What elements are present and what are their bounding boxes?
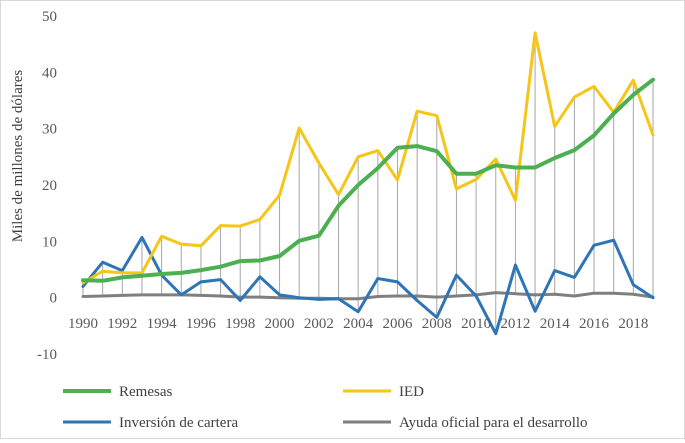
x-tick-label: 2004 <box>343 316 374 332</box>
y-tick-label: 40 <box>42 65 57 81</box>
legend-label: Ayuda oficial para el desarrollo <box>399 415 588 431</box>
y-tick-label: 10 <box>42 234 57 250</box>
y-tick-label: 20 <box>42 178 57 194</box>
x-tick-label: 1998 <box>225 316 255 332</box>
legend-label: IED <box>399 384 424 400</box>
x-tick-label: 2002 <box>304 316 334 332</box>
legend-label: Inversión de cartera <box>119 415 238 431</box>
y-tick-label: 0 <box>50 291 58 307</box>
x-tick-label: 2000 <box>265 316 295 332</box>
x-tick-label: 2006 <box>382 316 413 332</box>
x-tick-label: 1990 <box>68 316 98 332</box>
y-tick-label: -10 <box>37 347 57 363</box>
x-tick-label: 2012 <box>500 316 530 332</box>
x-tick-label: 1994 <box>147 316 178 332</box>
series-line-ied <box>81 31 655 285</box>
drop-lines <box>82 32 654 334</box>
legend-label: Remesas <box>119 384 172 400</box>
x-tick-label: 2010 <box>461 316 491 332</box>
x-tick-label: 2016 <box>579 316 610 332</box>
y-axis-ticks: -10 0 10 20 30 40 50 <box>37 9 57 363</box>
legend: Remesas IED Inversión de cartera Ayuda ofic… <box>63 384 588 431</box>
series-lines <box>81 31 655 336</box>
y-tick-label: 50 <box>42 9 57 25</box>
series-line-inversion-de-cartera <box>81 235 655 336</box>
x-tick-label: 1992 <box>107 316 137 332</box>
x-tick-label: 1996 <box>186 316 217 332</box>
x-tick-label: 2018 <box>618 316 648 332</box>
y-axis-label: Miles de millones de dólares <box>10 70 26 243</box>
x-axis-ticks: 1990 1992 1994 1996 1998 2000 2002 2004 2006 2008… <box>68 316 648 332</box>
y-tick-label: 30 <box>42 122 57 138</box>
x-tick-label: 2014 <box>540 316 571 332</box>
x-tick-label: 2008 <box>422 316 452 332</box>
series-line-remesas <box>81 77 655 283</box>
